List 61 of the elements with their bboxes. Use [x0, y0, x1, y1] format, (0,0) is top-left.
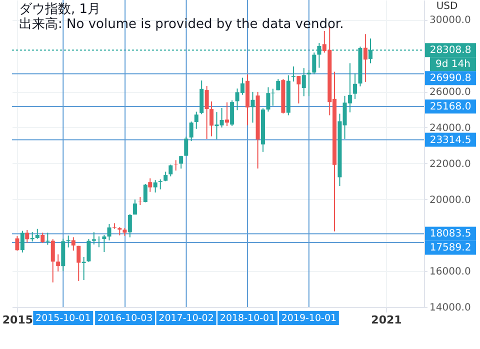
ref-line-label: 23314.5 — [430, 134, 472, 146]
candlestick — [353, 72, 358, 100]
ref-line-label: 2017-10-02 — [158, 313, 214, 324]
candlestick — [92, 232, 96, 245]
candlestick — [50, 238, 55, 283]
ref-line-label: 17589.2 — [430, 242, 472, 254]
y-tick-label: 30000.0 — [430, 15, 471, 26]
candlestick — [194, 111, 198, 130]
candlestick — [312, 52, 316, 75]
ref-line-label: 2019-10-01 — [281, 313, 337, 324]
ref-line-label: 18083.5 — [430, 228, 472, 240]
candlestick — [86, 238, 91, 262]
candlestick — [128, 214, 132, 238]
y-tick-label: 26000.0 — [430, 87, 471, 98]
candlestick — [296, 76, 301, 104]
candlestick — [153, 180, 158, 193]
y-tick-label: 22000.0 — [430, 158, 471, 170]
candlestick — [266, 86, 270, 112]
candlestick — [40, 232, 45, 244]
candlestick — [250, 91, 255, 124]
candlestick — [168, 164, 173, 177]
candlestick — [291, 66, 296, 82]
ref-line-label: 26990.8 — [430, 73, 472, 84]
candlestick — [158, 178, 162, 190]
candlestick — [15, 236, 20, 252]
candlestick — [184, 136, 188, 156]
candlestick — [107, 224, 112, 241]
candlestick — [225, 102, 229, 127]
candlestick — [76, 245, 81, 282]
ref-line-label: 28308.8 — [430, 45, 472, 56]
y-tick-label: 20000.0 — [430, 194, 471, 206]
ref-line-label: 2015-10-01 — [36, 313, 91, 324]
candlestick — [204, 86, 209, 140]
candlestick — [56, 254, 60, 272]
candlestick — [102, 234, 106, 253]
candlestick — [20, 230, 24, 253]
ref-line-label: 2018-10-01 — [220, 313, 276, 324]
ref-line-label: 25168.0 — [430, 102, 472, 112]
ref-line-label: 2016-10-03 — [97, 313, 153, 324]
y-tick-label: 24000.0 — [430, 122, 471, 134]
candlestick — [363, 34, 368, 82]
candlestick — [174, 160, 178, 172]
candlestick — [66, 235, 70, 248]
candlestick — [210, 100, 214, 137]
candlestick — [143, 184, 148, 203]
candlestick — [179, 155, 184, 170]
candlestick — [25, 230, 30, 244]
x-tick-label: 2015 — [2, 314, 34, 326]
text: 9d 14h — [436, 59, 470, 70]
candlestick — [132, 198, 137, 216]
y-tick-label: 14000.0 — [430, 302, 471, 314]
candlestick — [302, 68, 306, 97]
candlestick — [306, 69, 311, 97]
candlestick — [189, 121, 194, 142]
y-axis-title: USD — [436, 1, 458, 12]
candlestick — [148, 178, 152, 192]
candlestick — [35, 228, 40, 240]
candlestick — [230, 100, 234, 126]
candlestick — [71, 236, 76, 252]
x-tick-label: 2021 — [371, 314, 402, 326]
y-tick-label: 16000.0 — [430, 266, 471, 278]
